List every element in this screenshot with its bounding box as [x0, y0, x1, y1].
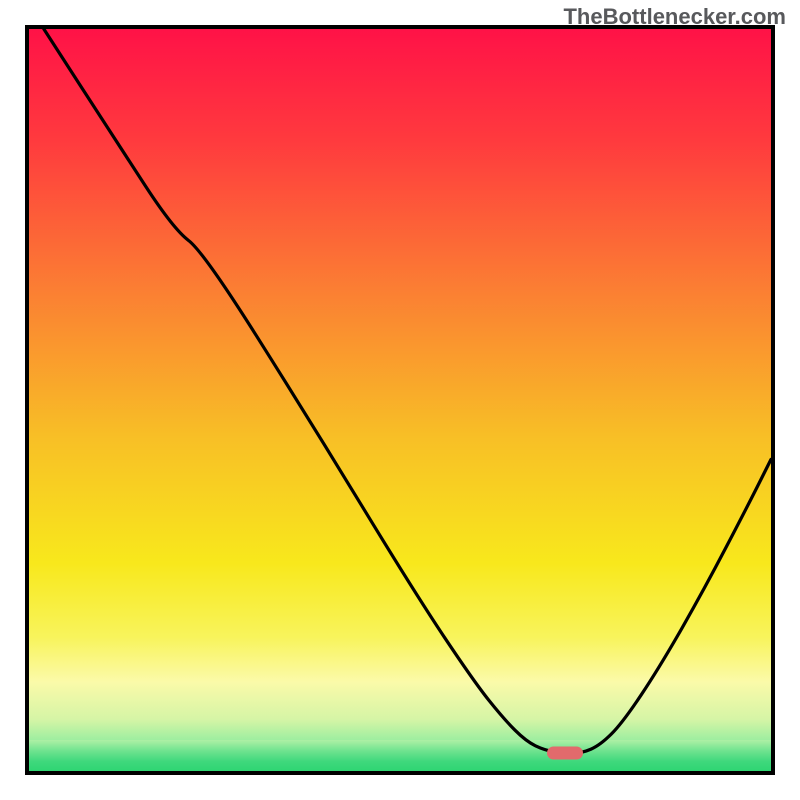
watermark-text: TheBottlenecker.com — [563, 4, 786, 30]
optimal-marker — [547, 747, 583, 760]
bottleneck-curve — [29, 29, 771, 771]
bottleneck-chart — [25, 25, 775, 775]
